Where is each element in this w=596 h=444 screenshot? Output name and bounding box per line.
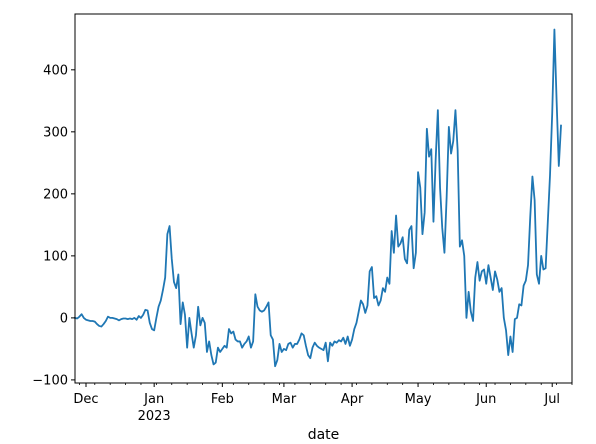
y-tick-label: −100 — [32, 373, 68, 388]
x-tick-label: Jul — [543, 392, 560, 407]
x-tick-label: Jan — [143, 392, 164, 407]
x-axis-label: date — [308, 427, 340, 443]
y-tick-label: 300 — [43, 125, 68, 140]
x-tick-label: May — [405, 392, 432, 407]
x-tick-sublabel: 2023 — [138, 409, 171, 424]
y-tick-label: 0 — [60, 311, 68, 326]
series-line-1 — [73, 28, 562, 368]
series-layer — [73, 28, 562, 368]
x-axis: Dec Jan 2023 Feb Mar Apr May Jun Jul — [73, 383, 573, 424]
x-tick-label: Mar — [272, 392, 297, 407]
y-tick-label: 400 — [43, 63, 68, 78]
x-tick-label: Apr — [341, 392, 364, 407]
x-tick-label: Dec — [73, 392, 98, 407]
y-tick-label: 200 — [43, 187, 68, 202]
y-axis: −100 0 100 200 300 400 — [32, 63, 75, 388]
x-tick-label: Jun — [475, 392, 496, 407]
plot-frame — [74, 13, 573, 384]
y-tick-label: 100 — [43, 249, 68, 264]
x-tick-label: Feb — [211, 392, 234, 407]
